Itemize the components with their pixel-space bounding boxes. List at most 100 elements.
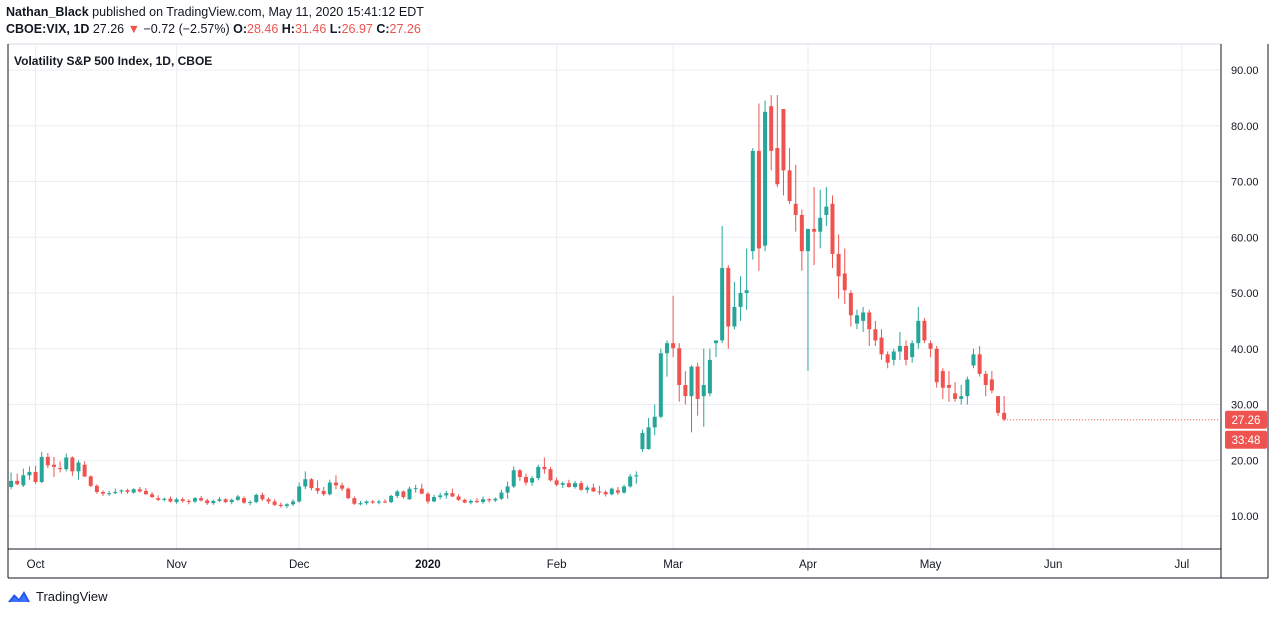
candle-body <box>879 337 884 355</box>
candle-body <box>885 354 890 363</box>
candle-body <box>1002 412 1007 420</box>
candle-body <box>376 501 381 503</box>
candle-body <box>818 217 823 232</box>
candle-body <box>266 499 271 502</box>
y-tick-label: 40.00 <box>1231 344 1259 356</box>
candle-body <box>425 493 430 502</box>
candle-body <box>658 353 663 417</box>
candle-body <box>793 203 798 215</box>
candle-body <box>781 109 786 171</box>
candle-body <box>217 499 222 501</box>
price-change: −0.72 (−2.57%) <box>143 22 230 36</box>
publisher-line: Nathan_Black published on TradingView.co… <box>6 4 424 21</box>
candle-body <box>511 470 516 487</box>
x-tick-label: May <box>920 559 942 571</box>
candle-body <box>677 348 682 385</box>
candle-body <box>560 483 565 485</box>
tradingview-logo[interactable]: TradingView <box>6 588 108 604</box>
y-tick-label: 60.00 <box>1231 232 1259 244</box>
publish-info: published on TradingView.com, May 11, 20… <box>92 5 424 19</box>
candle-body <box>272 501 277 505</box>
candle-body <box>248 502 253 504</box>
candles-group <box>9 95 1007 509</box>
symbol-label[interactable]: CBOE:VIX, 1D <box>6 22 90 36</box>
candle-body <box>309 479 314 489</box>
y-tick-label: 20.00 <box>1231 455 1259 467</box>
low-value: 26.97 <box>341 22 373 36</box>
candle-body <box>738 293 743 307</box>
price-axis[interactable]: 10.00 20.00 30.00 40.00 50.00 60.00 70.00 80.00… <box>1220 44 1259 578</box>
last-price: 27.26 <box>92 22 125 36</box>
low-label: L: <box>329 22 342 36</box>
candle-body <box>9 480 14 488</box>
candle-body <box>671 343 676 349</box>
candle-body <box>934 348 939 383</box>
candle-body <box>855 315 860 324</box>
candle-body <box>499 492 504 499</box>
candle-body <box>174 499 179 503</box>
chart-frame <box>7 43 1222 550</box>
candle-body <box>27 471 32 476</box>
candle-body <box>186 500 191 502</box>
grid-lines <box>8 44 1221 549</box>
candle-body <box>579 483 584 490</box>
candle-body <box>223 499 228 503</box>
author-name[interactable]: Nathan_Black <box>6 5 89 19</box>
candle-body <box>842 273 847 291</box>
candle-body <box>150 494 155 498</box>
candle-body <box>953 393 958 399</box>
price-labels: 27.26 33:48 <box>1007 410 1267 449</box>
candle-body <box>468 500 473 503</box>
candle-body <box>474 500 479 503</box>
candle-body <box>861 312 866 321</box>
candle-body <box>180 499 185 501</box>
candle-body <box>622 486 627 493</box>
candle-body <box>959 396 964 399</box>
candle-body <box>683 384 688 397</box>
candle-body <box>94 485 99 493</box>
candle-body <box>297 486 302 502</box>
candle-body <box>646 427 651 450</box>
countdown-badge <box>1225 430 1267 449</box>
candle-body <box>830 203 835 254</box>
time-axis[interactable]: Oct Nov Dec 2020 Feb Mar Apr May Jun Jul <box>7 44 1269 579</box>
candle-body <box>487 499 492 501</box>
candle-body <box>125 490 130 493</box>
last-price-label: 27.26 <box>1232 415 1261 427</box>
candle-body <box>897 345 902 352</box>
candle-body <box>481 499 486 503</box>
candle-body <box>916 320 921 344</box>
candle-body <box>965 379 970 397</box>
candle-body <box>726 267 731 327</box>
candle-body <box>315 488 320 491</box>
last-price-badge <box>1225 410 1267 429</box>
candle-body <box>787 170 792 202</box>
candle-body <box>769 106 774 151</box>
x-tick-label: Apr <box>799 559 817 571</box>
x-tick-label: Oct <box>27 559 46 571</box>
candle-body <box>989 379 994 391</box>
close-label: C: <box>376 22 390 36</box>
candle-body <box>732 306 737 327</box>
candle-body <box>891 351 896 360</box>
candle-body <box>192 498 197 502</box>
candle-body <box>21 475 26 486</box>
candle-body <box>284 504 289 506</box>
candle-body <box>946 384 951 388</box>
open-value: 28.46 <box>247 22 279 36</box>
candle-body <box>242 498 247 503</box>
y-tick-label: 50.00 <box>1231 288 1259 300</box>
candle-body <box>775 148 780 185</box>
candle-body <box>401 491 406 498</box>
candle-body <box>763 111 768 246</box>
x-tick-label: Feb <box>547 559 567 571</box>
candle-body <box>327 482 332 495</box>
candle-body <box>628 476 633 487</box>
candle-body <box>609 488 614 495</box>
candle-body <box>523 476 528 483</box>
candle-body <box>333 482 338 486</box>
candle-body <box>64 457 69 470</box>
candle-body <box>664 343 669 354</box>
